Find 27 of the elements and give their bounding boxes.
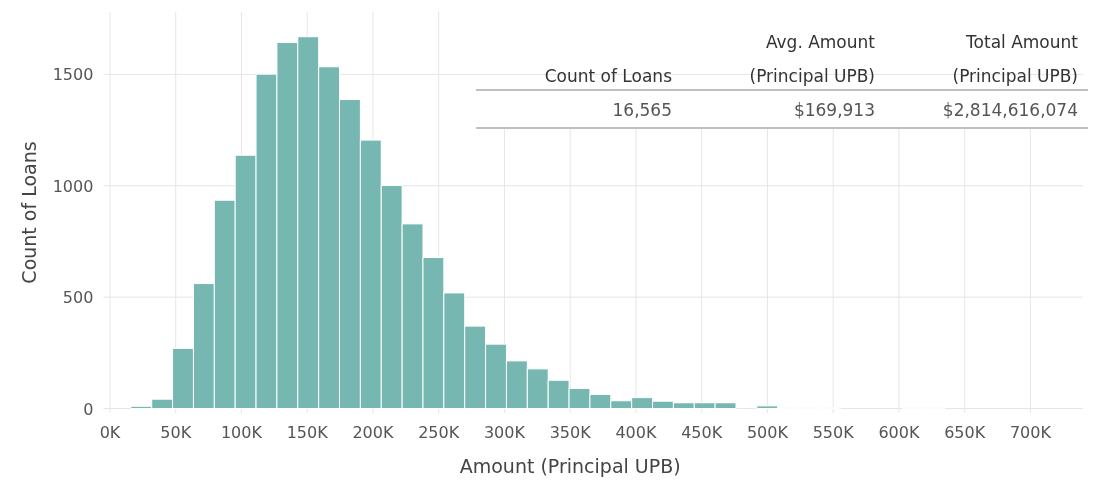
x-tick-label: 550K [812, 423, 855, 442]
x-tick-label: 400K [615, 423, 657, 442]
annotation: $2,814,616,074 [942, 100, 1078, 120]
x-tick-label: 250K [418, 423, 460, 442]
x-tick-label: 350K [549, 423, 592, 442]
annotation: $169,913 [793, 100, 875, 120]
x-tick-label: 600K [878, 423, 920, 442]
annotation: Total Amount (Principal UPB) [952, 32, 1079, 86]
annotation: Count of Loans [544, 66, 673, 86]
x-tick-label: 500K [746, 423, 789, 442]
x-tick-label: 100K [220, 423, 263, 442]
x-tick-label: 50K [160, 423, 192, 442]
x-tick-label: 0K [99, 423, 121, 442]
x-tick-label: 650K [944, 423, 986, 442]
annotation: 16,565 [612, 100, 672, 120]
x-tick-label: 200K [352, 423, 394, 442]
y-tick-label: 0 [83, 399, 94, 419]
y-tick-label: 1500 [52, 65, 94, 85]
y-tick-label: 1000 [52, 176, 94, 196]
x-axis-title: Amount (Principal UPB) [459, 455, 681, 477]
y-axis-title: Count of Loans [18, 141, 40, 284]
annotation: Avg. Amount (Principal UPB) [749, 32, 876, 86]
x-tick-label: 700K [1009, 423, 1052, 442]
x-tick-label: 150K [286, 423, 329, 442]
x-tick-label: 450K [681, 423, 723, 442]
x-tick-label: 300K [483, 423, 526, 442]
y-tick-label: 500 [62, 288, 94, 308]
